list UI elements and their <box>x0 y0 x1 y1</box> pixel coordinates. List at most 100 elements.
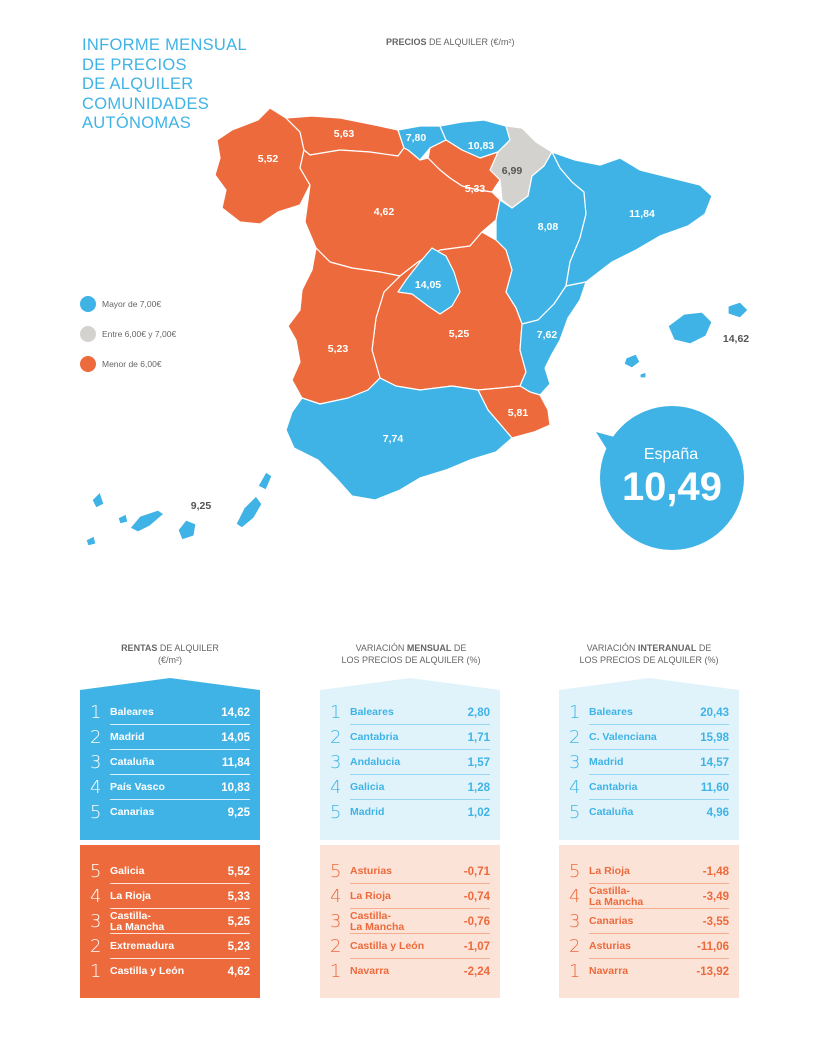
rank-number: 2 <box>90 936 102 957</box>
rank-number: 4 <box>330 777 342 798</box>
legend-item-low: Menor de 6,00€ <box>80 356 162 372</box>
rank-value: 20,43 <box>700 706 729 719</box>
ranking-row: 5 Cataluña 4,96 <box>569 800 729 825</box>
rank-number: 4 <box>90 886 102 907</box>
rank-region-name: La Rioja <box>589 865 630 877</box>
ranking-row: 1 Baleares 14,62 <box>90 700 250 725</box>
rank-region-name: Canarias <box>110 806 155 818</box>
espana-value: 10,49 <box>622 465 722 509</box>
rank-number: 2 <box>330 936 342 957</box>
row-divider <box>589 908 729 909</box>
region-value-baleares: 14,62 <box>723 333 749 345</box>
region-canarias <box>235 495 263 529</box>
region-baleares <box>727 301 749 319</box>
region-value-castilla-la-mancha: 5,25 <box>449 328 470 340</box>
ranking-row: 3 Castilla- La Mancha 5,25 <box>90 909 250 934</box>
rank-value: 10,83 <box>221 781 250 794</box>
ranking-row: 4 La Rioja 5,33 <box>90 884 250 909</box>
rank-region-name: Baleares <box>110 706 154 718</box>
rank-region-name: Galicia <box>350 781 385 793</box>
region-value-extremadura: 5,23 <box>328 343 349 355</box>
rank-region-name: Cantabria <box>589 781 638 793</box>
rank-number: 3 <box>330 911 342 932</box>
rank-value: 14,05 <box>221 731 250 744</box>
row-divider <box>589 933 729 934</box>
row-divider <box>589 799 729 800</box>
rank-value: 9,25 <box>227 806 250 819</box>
ranking-panel-top-2: 1 Baleares 20,43 2 C. Valenciana 15,98 3 Madrid… <box>559 678 739 840</box>
region-baleares <box>667 311 713 345</box>
row-divider <box>110 774 250 775</box>
rank-region-name: Asturias <box>350 865 393 877</box>
rank-value: 11,60 <box>700 781 729 794</box>
rank-value: 5,33 <box>227 890 250 903</box>
heading-pre: VARIACIÓN <box>355 643 407 653</box>
row-divider <box>350 933 490 934</box>
rank-number: 5 <box>330 861 342 882</box>
ranking-row: 2 Extremadura 5,23 <box>90 934 250 959</box>
region-baleares <box>623 353 641 369</box>
rank-region-name: Cataluña <box>589 806 634 818</box>
map-heading: PRECIOS DE ALQUILER (€/m²) <box>386 37 515 47</box>
rank-number: 2 <box>569 727 581 748</box>
row-divider <box>350 799 490 800</box>
rank-region-name: Madrid <box>350 806 385 818</box>
region-value-castilla-y-leon: 4,62 <box>374 206 395 218</box>
rank-region-name: Castilla y León <box>110 965 185 977</box>
rank-region-name: Navarra <box>350 965 390 977</box>
column-heading-interanual: VARIACIÓN INTERANUAL DE LOS PRECIOS DE A… <box>549 642 749 666</box>
rank-region-name: Baleares <box>589 706 633 718</box>
column-heading-mensual: VARIACIÓN MENSUAL DE LOS PRECIOS DE ALQU… <box>311 642 511 666</box>
rank-number: 1 <box>569 961 581 982</box>
ranking-row: 2 Cantabria 1,71 <box>330 725 490 750</box>
ranking-panel-bottom-1: 5 Asturias -0,71 4 La Rioja -0,74 3 Castilla- L… <box>320 845 500 998</box>
title-line: DE ALQUILER <box>82 75 194 93</box>
rank-region-name: Galicia <box>110 865 145 877</box>
region-value-asturias: 5,63 <box>334 128 355 140</box>
ranking-row: 2 Madrid 14,05 <box>90 725 250 750</box>
ranking-row: 1 Navarra -13,92 <box>569 959 729 984</box>
rank-value: -13,92 <box>696 965 729 978</box>
heading-bold: INTERANUAL <box>637 643 697 653</box>
rank-number: 3 <box>330 752 342 773</box>
region-valenciana <box>519 281 587 396</box>
row-divider <box>110 933 250 934</box>
report-title: INFORME MENSUAL DE PRECIOS DE ALQUILER C… <box>82 36 282 134</box>
rank-number: 1 <box>90 961 102 982</box>
ranking-row: 4 País Vasco 10,83 <box>90 775 250 800</box>
rank-region-name: Castilla- La Mancha <box>350 909 405 933</box>
ranking-row: 5 Asturias -0,71 <box>330 859 490 884</box>
rank-number: 2 <box>330 727 342 748</box>
heading-rest: DE <box>696 643 712 653</box>
legend-item-mid: Entre 6,00€ y 7,00€ <box>80 326 176 342</box>
rank-value: 4,62 <box>227 965 250 978</box>
row-divider <box>350 749 490 750</box>
title-line: COMUNIDADES <box>82 94 210 113</box>
rank-value: 14,62 <box>221 706 250 719</box>
rank-number: 3 <box>90 911 102 932</box>
rank-number: 2 <box>569 936 581 957</box>
rank-number: 1 <box>330 961 342 982</box>
ranking-row: 4 Galicia 1,28 <box>330 775 490 800</box>
rank-region-name: Cataluña <box>110 756 155 768</box>
legend-label: Mayor de 7,00€ <box>102 299 162 309</box>
heading-line2: (€/m²) <box>158 655 182 665</box>
rank-number: 4 <box>569 777 581 798</box>
espana-label: España <box>644 446 698 463</box>
region-value-cataluna: 11,84 <box>629 208 655 220</box>
rank-number: 1 <box>330 702 342 723</box>
legend-item-high: Mayor de 7,00€ <box>80 296 161 312</box>
rank-region-name: Castilla- La Mancha <box>110 909 165 933</box>
ranking-row: 1 Baleares 20,43 <box>569 700 729 725</box>
region-value-la-rioja: 5,33 <box>465 183 486 195</box>
region-canarias <box>129 509 165 533</box>
rank-value: -0,74 <box>463 890 490 903</box>
legend-label: Entre 6,00€ y 7,00€ <box>102 329 177 339</box>
rank-region-name: Castilla- La Mancha <box>589 884 644 908</box>
rank-region-name: Canarias <box>589 915 634 927</box>
legend-label: Menor de 6,00€ <box>102 359 162 369</box>
region-value-aragon: 8,08 <box>538 221 559 233</box>
rank-number: 1 <box>569 702 581 723</box>
row-divider <box>589 883 729 884</box>
row-divider <box>589 724 729 725</box>
